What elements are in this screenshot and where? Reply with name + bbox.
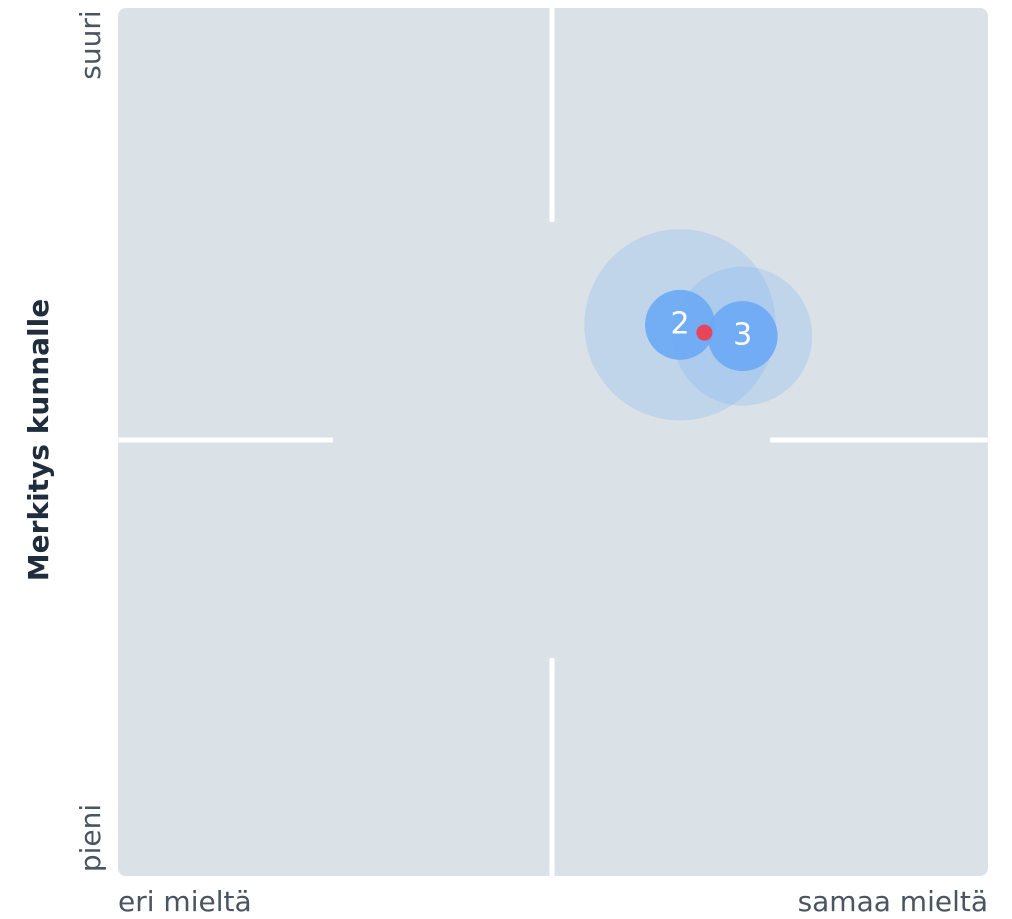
x-high-label: samaa mieltä xyxy=(798,885,988,918)
mean-point xyxy=(696,324,713,341)
point xyxy=(707,301,778,372)
y-high-label: suuri xyxy=(74,10,107,79)
plot-background xyxy=(118,8,988,876)
y-low-label: pieni xyxy=(74,804,107,872)
point-label: 3 xyxy=(733,318,752,353)
point xyxy=(645,289,716,360)
quadrant-dividers xyxy=(118,8,988,876)
y-axis-title: Merkitys kunnalle xyxy=(22,299,55,581)
x-low-label: eri mieltä xyxy=(118,885,252,918)
point-label: 2 xyxy=(670,306,689,341)
